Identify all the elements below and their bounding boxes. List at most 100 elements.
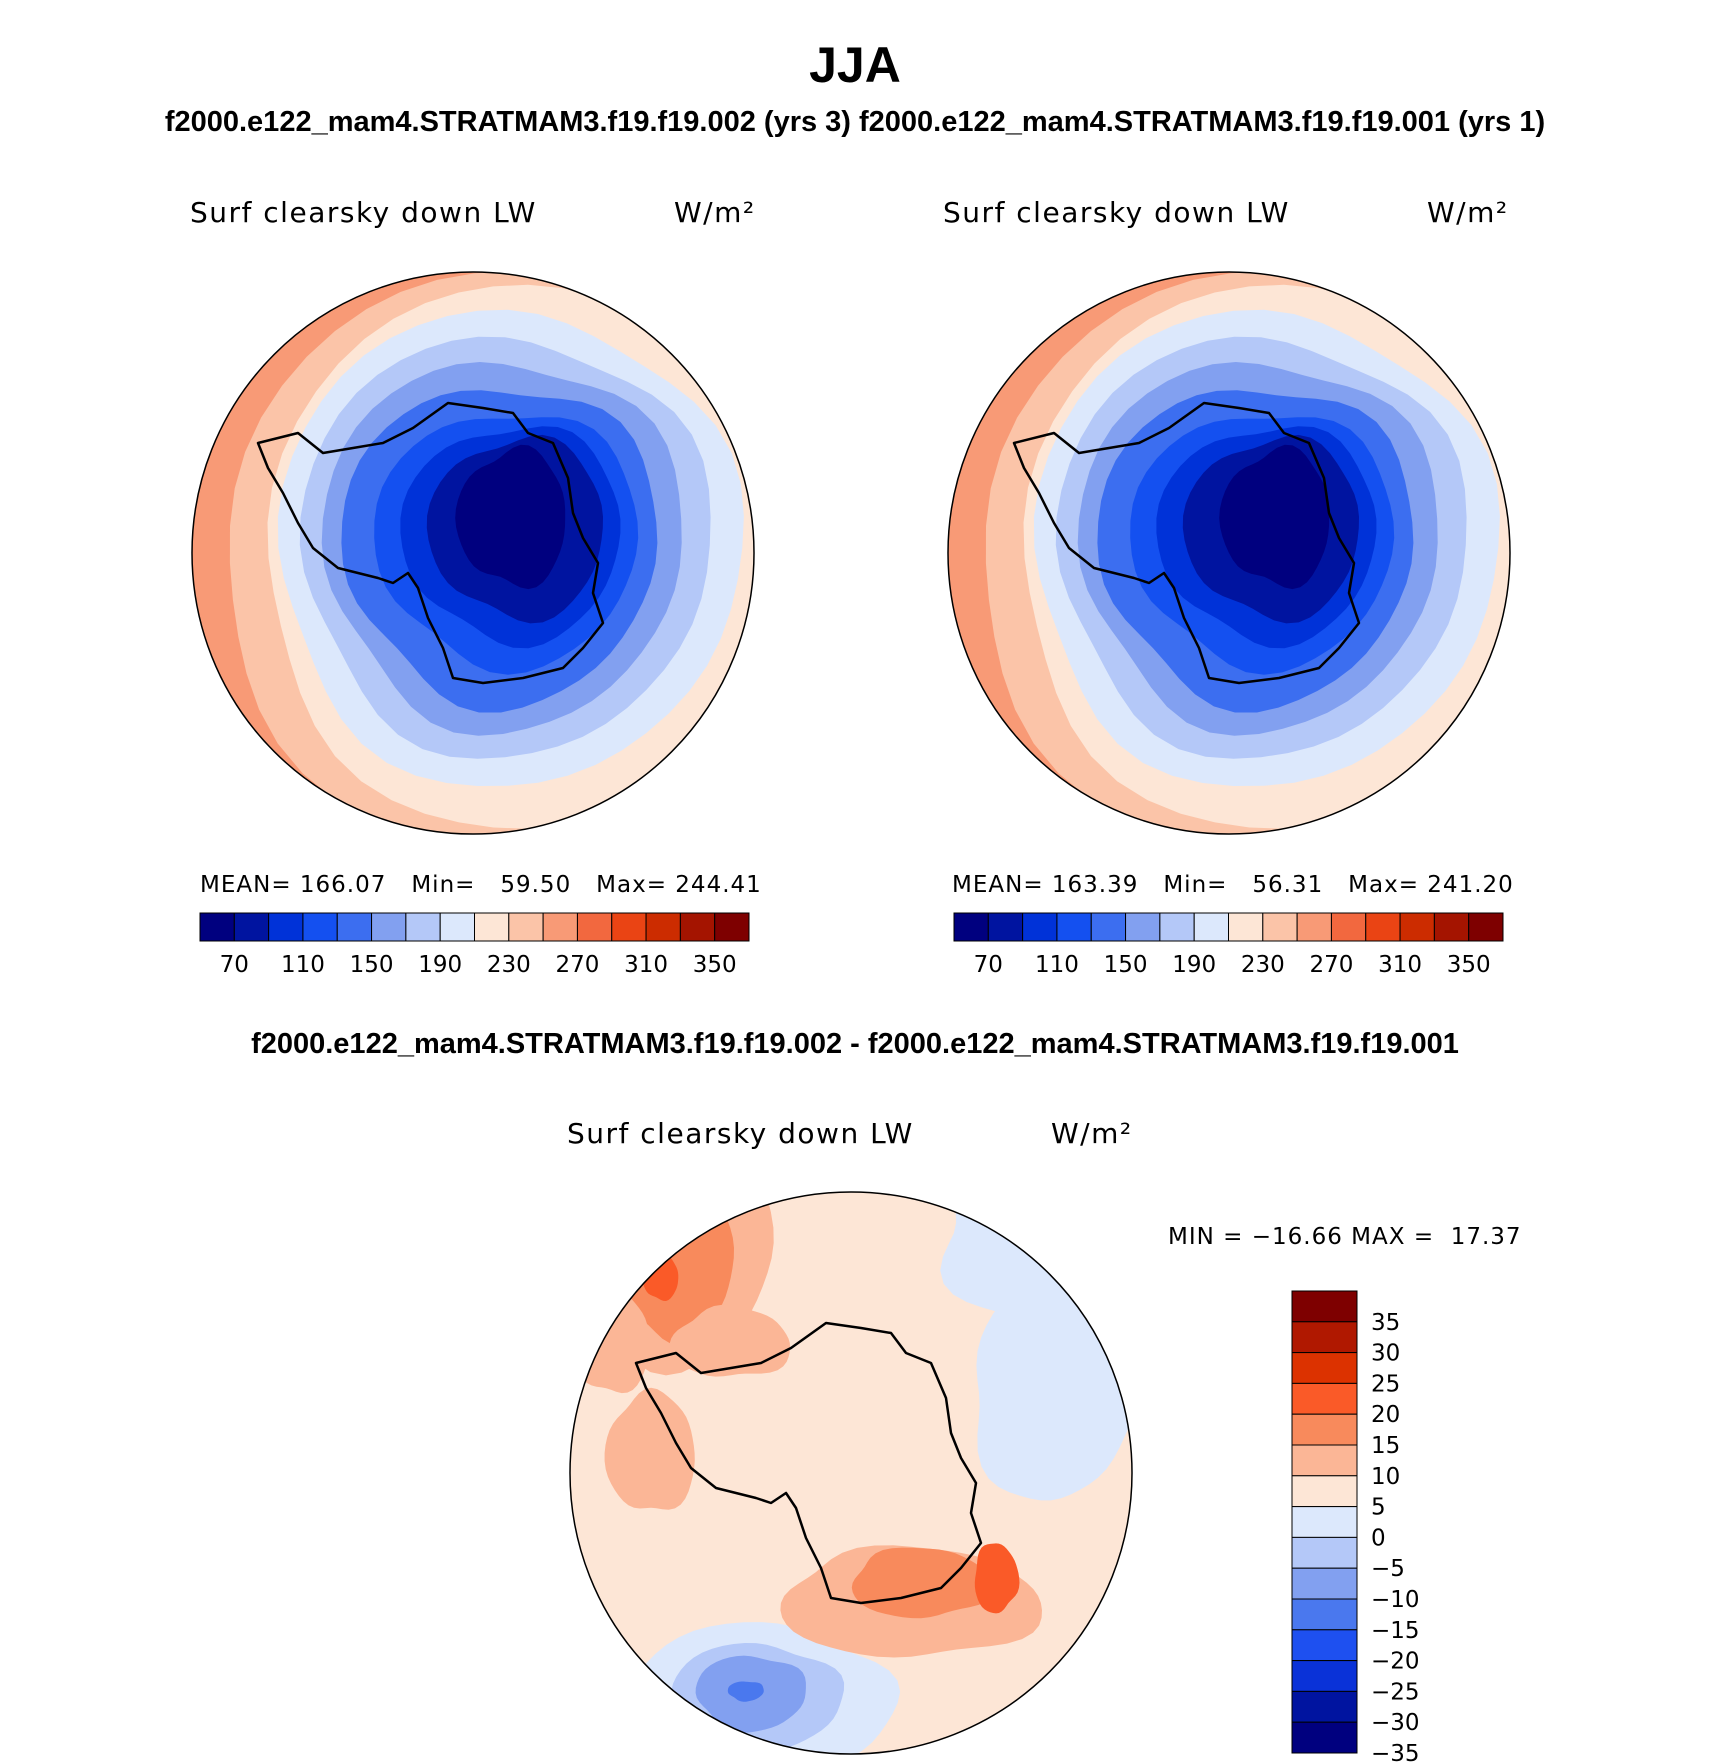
diff-region-pos-5-to-10-north	[669, 1304, 791, 1377]
panel3-colorbar-box-0	[1291, 1290, 1358, 1323]
panel3-colorbar-tick-label: 5	[1371, 1495, 1386, 1521]
panel2-colorbar-box-8	[1228, 912, 1264, 942]
panel3-max-value: 17.37	[1450, 1224, 1522, 1250]
panel3-colorbar-box-5	[1291, 1444, 1358, 1477]
panel1-stats: MEAN= 166.07 Min= 59.50 Max= 244.41	[200, 872, 762, 898]
panel3-colorbar-box-10	[1291, 1598, 1358, 1631]
panel3-colorbar-box-3	[1291, 1382, 1358, 1415]
panel1-colorbar-box-1	[233, 912, 270, 942]
panel2-colorbar-box-9	[1262, 912, 1298, 942]
panel2-colorbar-box-7	[1193, 912, 1229, 942]
panel3-colorbar-box-1	[1291, 1321, 1358, 1354]
panel2-max-value: 241.20	[1427, 872, 1514, 898]
panel1-colorbar-tick-label: 190	[418, 952, 462, 978]
panel2-stats: MEAN= 163.39 Min= 56.31 Max= 241.20	[952, 872, 1514, 898]
panel1-variable-label: Surf clearsky down LW	[190, 196, 537, 229]
panel1-mean-label: MEAN=	[200, 872, 292, 898]
panel3-stats: MIN = −16.66 MAX = 17.37	[1168, 1224, 1522, 1250]
panel3-colorbar-box-9	[1291, 1567, 1358, 1600]
panel1-colorbar: 70 110 150 190 230 270 310 350	[199, 912, 750, 978]
field-contour-band-240	[455, 444, 566, 590]
panel2-variable-label: Surf clearsky down LW	[943, 196, 1290, 229]
panel2-units-label: W/m²	[1427, 196, 1509, 229]
panel2-colorbar-tick-label: 190	[1172, 952, 1216, 978]
panel3-colorbar-box-11	[1291, 1629, 1358, 1662]
panel2-colorbar-box-13	[1399, 912, 1435, 942]
panel1-colorbar-tick-label: 150	[350, 952, 394, 978]
panel3-max-label: MAX =	[1351, 1224, 1435, 1250]
panel3-colorbar-tick-label: 15	[1371, 1433, 1400, 1459]
panel3-colorbar-tick-label: −25	[1371, 1679, 1420, 1705]
map-boundary	[191, 271, 755, 835]
panel3-min-label: MIN =	[1168, 1224, 1244, 1250]
panel3-colorbar-box-6	[1291, 1475, 1358, 1508]
field-contour-band-240	[1219, 444, 1330, 590]
antarctica-coastline	[1012, 401, 1361, 685]
panel2-colorbar: 70 110 150 190 230 270 310 350	[953, 912, 1504, 978]
diff-region-pos-5-to-10-west	[604, 1387, 695, 1510]
panel2-map	[947, 271, 1511, 835]
panel2-max-label: Max=	[1348, 872, 1419, 898]
panel2-colorbar-tick-label: 310	[1378, 952, 1422, 978]
panel1-units-label: W/m²	[674, 196, 756, 229]
difference-subtitle: f2000.e122_mam4.STRATMAM3.f19.f19.002 - …	[251, 1028, 1459, 1060]
panel2-colorbar-box-10	[1296, 912, 1332, 942]
panel3-colorbar-box-7	[1291, 1506, 1358, 1538]
panel1-colorbar-tick-label: 110	[281, 952, 325, 978]
panel2-colorbar-box-12	[1365, 912, 1401, 942]
panel1-colorbar-box-6	[405, 912, 441, 942]
cases-subtitle: f2000.e122_mam4.STRATMAM3.f19.f19.002 (y…	[164, 106, 1546, 138]
panel1-colorbar-box-8	[474, 912, 510, 942]
panel2-colorbar-tick-label: 270	[1309, 952, 1353, 978]
panel1-colorbar-tick-label: 350	[693, 952, 737, 978]
panel3-colorbar-tick-label: −30	[1371, 1710, 1420, 1736]
panel1-colorbar-box-10	[542, 912, 578, 942]
panel3-variable-label: Surf clearsky down LW	[567, 1117, 914, 1150]
panel2-colorbar-box-4	[1090, 912, 1127, 942]
panel2-colorbar-box-5	[1125, 912, 1161, 942]
panel2-colorbar-tick-label: 150	[1104, 952, 1148, 978]
panel2-colorbar-box-14	[1433, 912, 1470, 942]
panel2-colorbar-tick-label: 70	[974, 952, 1003, 978]
panel3-colorbar-tick-label: 35	[1371, 1310, 1400, 1336]
panel2-colorbar-tick-label: 110	[1035, 952, 1079, 978]
panel1-colorbar-box-5	[371, 912, 407, 942]
panel1-min-label: Min=	[411, 872, 476, 898]
panel2-min-label: Min=	[1163, 872, 1228, 898]
panel1-colorbar-tick-label: 270	[555, 952, 599, 978]
panel1-colorbar-tick-label: 70	[220, 952, 249, 978]
panel1-colorbar-box-2	[268, 912, 304, 942]
panel2-colorbar-box-3	[1056, 912, 1092, 942]
panel1-colorbar-box-15	[714, 912, 750, 942]
panel3-colorbar-box-4	[1291, 1413, 1358, 1446]
panel3-colorbar-tick-label: 30	[1371, 1341, 1400, 1367]
panel1-colorbar-box-11	[576, 912, 613, 942]
panel3-colorbar-tick-label: −15	[1371, 1618, 1420, 1644]
panel2-colorbar-box-6	[1159, 912, 1195, 942]
antarctica-coastline	[634, 1321, 983, 1605]
panel2-mean-label: MEAN=	[952, 872, 1044, 898]
panel1-colorbar-tick-label: 310	[624, 952, 668, 978]
panel3-colorbar: 35 30 25 20 15 10 5 0 −5 −10 −15 −20 −25 −30 −35	[1291, 1290, 1420, 1763]
panel1-min-value: 59.50	[500, 872, 572, 898]
panel3-colorbar-tick-label: −35	[1371, 1741, 1420, 1763]
panel3-units-label: W/m²	[1051, 1117, 1133, 1150]
panel1-colorbar-box-9	[508, 912, 544, 942]
panel3-colorbar-tick-label: 10	[1371, 1464, 1400, 1490]
panel1-colorbar-box-7	[439, 912, 475, 942]
panel3-colorbar-tick-label: 20	[1371, 1402, 1400, 1428]
map-boundary	[947, 271, 1511, 835]
panel1-colorbar-box-12	[611, 912, 647, 942]
panel3-colorbar-tick-label: −10	[1371, 1587, 1420, 1613]
panel2-colorbar-box-2	[1022, 912, 1058, 942]
map-boundary	[569, 1191, 1133, 1755]
panel3-colorbar-box-2	[1291, 1352, 1358, 1384]
panel3-colorbar-tick-label: −5	[1371, 1556, 1405, 1582]
panel1-colorbar-box-14	[679, 912, 716, 942]
panel1-mean-value: 166.07	[299, 872, 387, 898]
panel3-map	[569, 1191, 1133, 1755]
panel3-colorbar-tick-label: 25	[1371, 1371, 1400, 1397]
panel3-colorbar-box-8	[1291, 1536, 1358, 1569]
panel2-colorbar-box-0	[953, 912, 989, 942]
